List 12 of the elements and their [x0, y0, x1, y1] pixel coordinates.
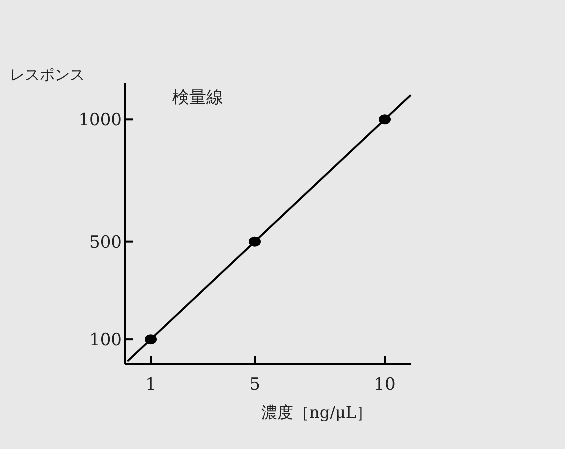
point	[249, 236, 261, 247]
y-axis-title: レスポンス	[10, 66, 85, 84]
x-tick-label: 5	[250, 375, 260, 395]
point	[145, 334, 157, 345]
y-tick-label: 1000	[78, 110, 122, 131]
chart-title: 検量線	[172, 88, 224, 108]
x-axis-title: 濃度［ng/μL］	[262, 403, 372, 422]
x-tick-label: 10	[374, 375, 396, 395]
y-tick-label: 100	[90, 330, 122, 351]
y-tick-label: 500	[90, 232, 122, 253]
point	[379, 114, 391, 125]
x-tick-label: 1	[146, 375, 156, 395]
